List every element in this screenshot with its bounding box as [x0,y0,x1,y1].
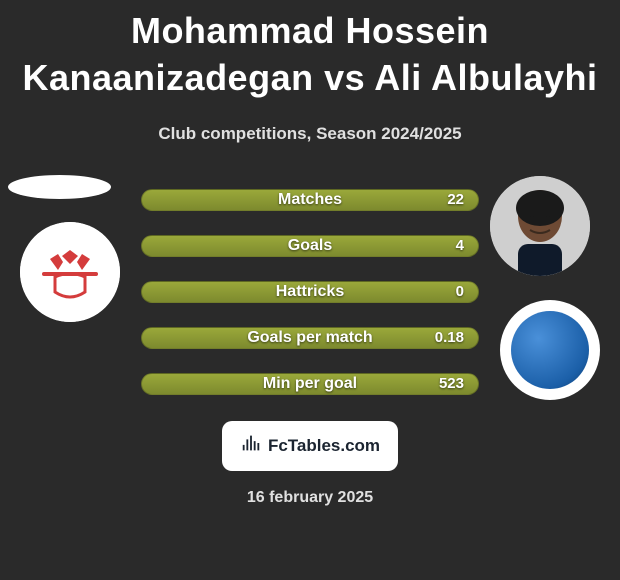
left-player-placeholder-icon [8,175,111,199]
stat-value: 523 [439,375,464,392]
right-club-crest-icon [500,300,600,400]
stat-bar-goals-per-match: Goals per match 0.18 [141,327,479,349]
stat-bar-matches: Matches 22 [141,189,479,211]
stat-value: 0.18 [435,329,464,346]
stat-bar-min-per-goal: Min per goal 523 [141,373,479,395]
brand-text: FcTables.com [268,436,380,456]
stat-label: Hattricks [276,283,344,301]
bar-chart-icon [240,432,262,459]
brand-badge: FcTables.com [222,421,398,471]
stat-bars: Matches 22 Goals 4 Hattricks 0 Goals per… [141,189,479,395]
stat-label: Goals [288,237,332,255]
page-subtitle: Club competitions, Season 2024/2025 [0,124,620,144]
stat-label: Min per goal [263,375,357,393]
stat-label: Goals per match [247,329,372,347]
left-club-crest-icon [20,222,120,322]
stat-value: 4 [456,237,464,254]
stat-bar-goals: Goals 4 [141,235,479,257]
stat-label: Matches [278,191,342,209]
right-player-photo-icon [490,176,590,276]
footer-date: 16 february 2025 [0,489,620,507]
stat-bar-hattricks: Hattricks 0 [141,281,479,303]
stat-value: 22 [447,191,464,208]
stat-value: 0 [456,283,464,300]
page-title: Mohammad Hossein Kanaanizadegan vs Ali A… [0,0,620,102]
